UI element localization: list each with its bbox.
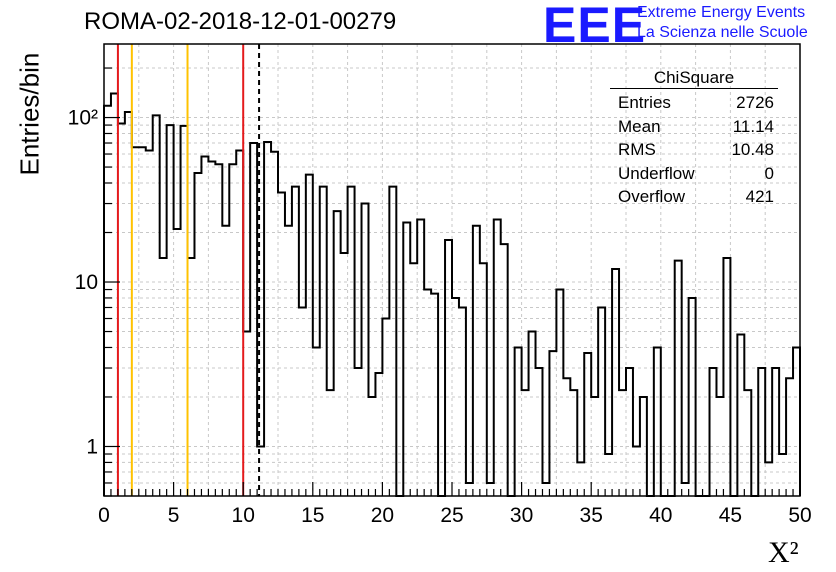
x-tick-label: 50 [788, 504, 811, 527]
logo-line-2: La Scienza nelle Scuole [637, 24, 808, 41]
x-tick-label: 15 [301, 504, 324, 527]
y-axis-label: Entries/bin [14, 52, 45, 176]
stats-box: ChiSquare Entries 2726 Mean 11.14 RMS 10… [610, 68, 778, 209]
x-tick-label: 45 [719, 504, 742, 527]
histogram-series [103, 92, 801, 497]
stats-row-mean: Mean 11.14 [610, 115, 778, 139]
x-tick-label: 0 [98, 504, 110, 527]
stats-row-rms: RMS 10.48 [610, 138, 778, 162]
stats-value: 421 [745, 187, 774, 206]
x-tick-label: 35 [580, 504, 603, 527]
stats-row-entries: Entries 2726 [610, 91, 778, 115]
stats-label: Entries [618, 93, 671, 112]
stats-value: 0 [764, 163, 774, 183]
x-axis-label: X² [768, 536, 799, 569]
stats-title: ChiSquare [610, 68, 778, 89]
stats-value: 11.14 [732, 116, 774, 136]
x-tick-label: 5 [168, 504, 180, 527]
y-tick-label: 10 [75, 271, 98, 294]
x-tick-label: 40 [649, 504, 672, 527]
logo-line-1: Extreme Energy Events [637, 4, 806, 21]
y-tick-label: 1 [86, 435, 98, 458]
stats-row-underflow: Underflow 0 [610, 162, 778, 186]
stats-label: Overflow [618, 187, 686, 206]
eee-logo: EEE [543, 0, 647, 53]
stats-label: RMS [618, 140, 656, 159]
stats-value: 2726 [736, 93, 774, 112]
y-tick-label: 10² [68, 107, 98, 130]
stats-value: 10.48 [731, 140, 774, 159]
x-tick-label: 25 [440, 504, 463, 527]
x-tick-label: 10 [232, 504, 255, 527]
stats-row-overflow: Overflow 421 [610, 185, 778, 209]
stats-label: Underflow [618, 163, 695, 183]
stats-label: Mean [618, 116, 661, 136]
chart-title: ROMA-02-2018-12-01-00279 [84, 8, 397, 35]
x-tick-label: 20 [371, 504, 394, 527]
x-tick-label: 30 [510, 504, 533, 527]
